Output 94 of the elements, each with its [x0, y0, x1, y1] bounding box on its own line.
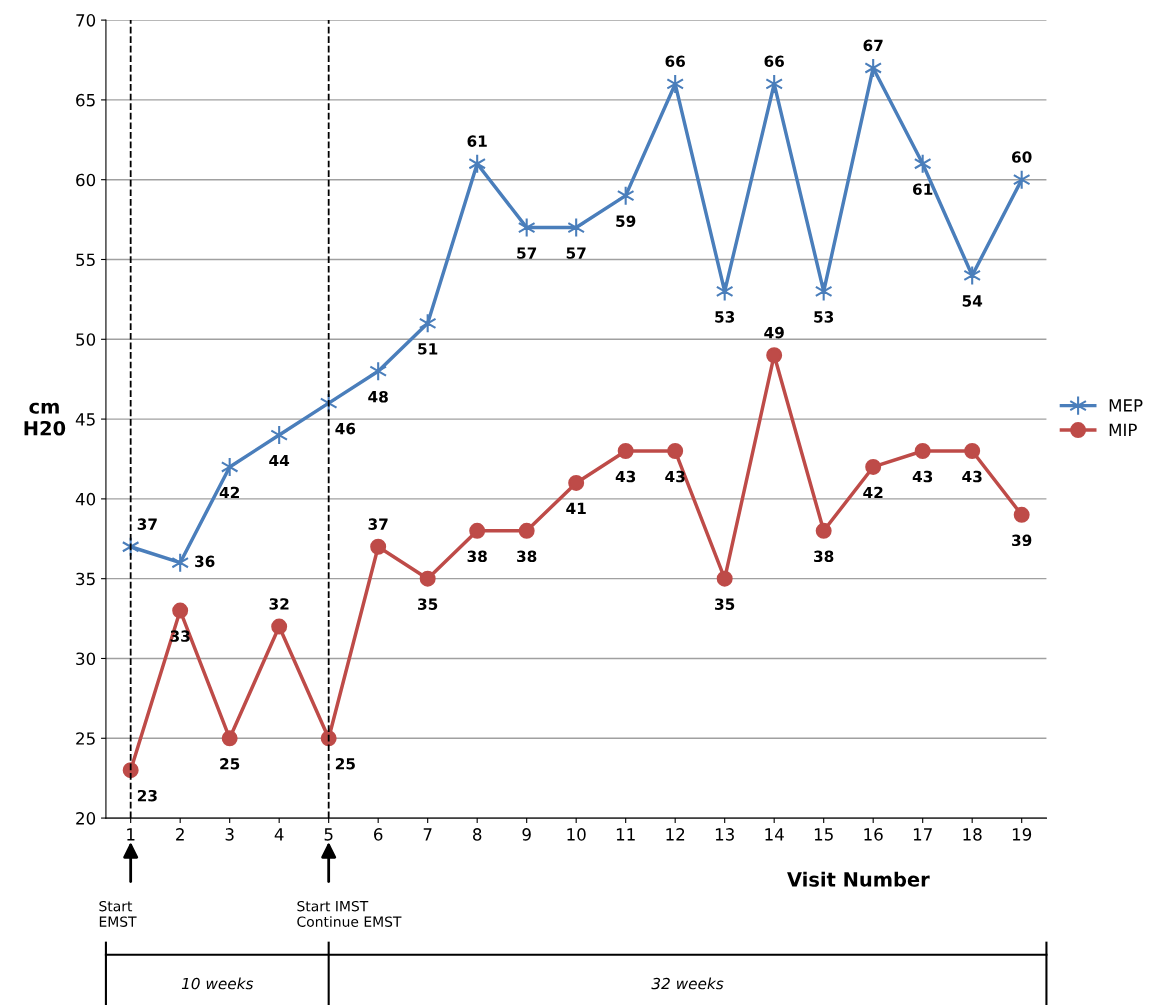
y-tick-label: 55: [76, 253, 95, 267]
data-label: 42: [219, 486, 239, 499]
data-label: 57: [566, 247, 586, 259]
data-label: 42: [863, 486, 883, 499]
point: [964, 443, 981, 459]
x-tick-label: 15: [814, 828, 833, 841]
x-tick-label: 17: [913, 828, 932, 841]
x-tick-label: 2: [176, 828, 184, 841]
x-tick-label: 1: [127, 828, 135, 841]
y-tick-label: 35: [76, 572, 95, 586]
data-label: 49: [764, 326, 784, 339]
x-tick-label: 12: [666, 828, 685, 841]
x-tick-label: 18: [963, 828, 982, 841]
legend-label: MIP: [1109, 423, 1137, 436]
point: [766, 347, 783, 364]
data-label: 23: [137, 789, 157, 802]
data-label: 38: [814, 550, 834, 563]
data-label: 36: [195, 555, 215, 568]
data-label: 25: [335, 757, 355, 770]
y-tick-label: 50: [76, 333, 96, 346]
data-label: 46: [335, 422, 356, 435]
text: 10 weeks: [181, 977, 254, 990]
point: [370, 538, 387, 555]
x-tick-label: 4: [274, 828, 284, 841]
point: [716, 570, 733, 587]
data-label: 37: [368, 518, 388, 530]
data-label: 41: [566, 502, 586, 514]
data-label: 51: [418, 343, 438, 355]
y-tick-label: 70: [76, 14, 96, 27]
text: Start EMST: [99, 900, 137, 927]
data-label: 61: [467, 135, 487, 147]
x-tick-label: 10: [567, 828, 586, 841]
data-label: 59: [616, 215, 636, 227]
y-tick-label: 30: [76, 652, 96, 666]
y-tick-label: 40: [75, 492, 96, 506]
data-label: 61: [913, 183, 933, 196]
point: [469, 522, 486, 539]
x-tick-label: 8: [473, 828, 482, 841]
data-label: 35: [418, 598, 438, 610]
point: [568, 474, 585, 491]
x-tick-label: 9: [522, 828, 531, 841]
data-label: 38: [467, 550, 487, 563]
x-axis-title: Visit Number: [787, 871, 930, 887]
data-label: 43: [665, 470, 685, 483]
y-tick-label: 60: [76, 173, 96, 187]
legend-label: MEP: [1109, 399, 1143, 412]
data-label: 66: [665, 55, 685, 68]
data-label: 53: [715, 311, 735, 323]
text: Start IMST Continue EMST: [297, 900, 402, 927]
point: [815, 522, 832, 539]
data-label: 38: [517, 550, 537, 563]
x-tick-label: 11: [616, 828, 635, 841]
data-label: 67: [863, 39, 883, 52]
point: [172, 602, 189, 619]
point: [271, 618, 288, 635]
y-axis-title: cm H20: [24, 402, 66, 436]
x-tick-label: 13: [715, 828, 734, 841]
data-label: 43: [615, 470, 636, 483]
data-label: 25: [220, 757, 240, 770]
point: [864, 57, 883, 79]
data-label: 43: [912, 470, 933, 483]
point: [1013, 506, 1030, 523]
x-tick-label: 6: [374, 828, 383, 841]
data-label: 37: [137, 518, 157, 530]
data-label: 60: [1012, 151, 1032, 163]
x-tick-label: 5: [324, 828, 333, 841]
y-tick-label: 25: [76, 732, 95, 745]
text: 32 weeks: [651, 977, 724, 990]
data-label: 44: [269, 454, 290, 467]
x-tick-label: 7: [423, 828, 432, 841]
data-label: 35: [715, 598, 735, 610]
y-tick-label: 45: [75, 413, 95, 426]
data-label: 43: [962, 470, 982, 483]
point: [270, 424, 289, 446]
point: [914, 443, 931, 459]
point: [865, 458, 882, 475]
data-label: 54: [962, 295, 983, 307]
point: [221, 730, 238, 747]
data-label: 57: [517, 247, 537, 259]
point: [419, 570, 436, 587]
y-tick-label: 65: [76, 93, 95, 107]
data-label: 53: [814, 311, 834, 323]
data-label: 48: [368, 390, 388, 403]
y-tick-label: 20: [76, 812, 96, 825]
x-tick-label: 19: [1012, 828, 1032, 841]
data-label: 32: [269, 598, 289, 610]
x-tick-label: 3: [225, 828, 234, 841]
point: [617, 443, 634, 459]
point: [667, 443, 684, 459]
x-tick-label: 16: [864, 828, 883, 841]
data-label: 66: [764, 55, 784, 68]
x-tick-label: 14: [765, 828, 784, 841]
point: [518, 522, 535, 539]
data-label: 39: [1012, 534, 1032, 547]
